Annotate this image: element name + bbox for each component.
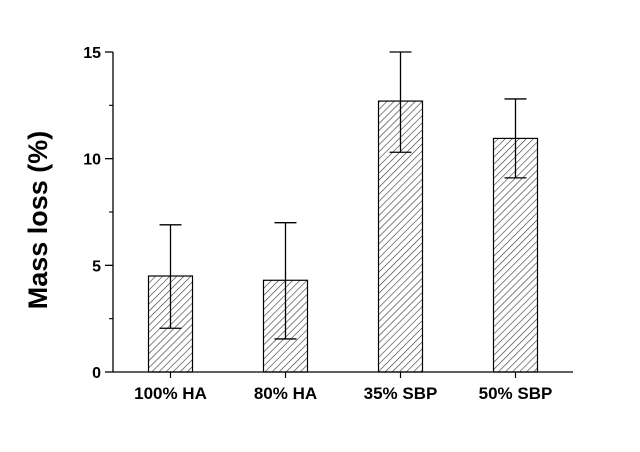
x-tick-label: 35% SBP	[364, 384, 438, 403]
error-bars-layer	[159, 51, 527, 340]
x-tick-label: 80% HA	[254, 384, 317, 403]
y-ticks: 0 5 10 15	[83, 45, 113, 382]
y-tick-label: 5	[92, 258, 101, 275]
y-tick-label: 0	[92, 365, 101, 382]
y-axis-title: Mass loss (%)	[23, 131, 53, 310]
x-tick-label: 100% HA	[134, 384, 207, 403]
x-tick-labels: 100% HA 80% HA 35% SBP 50% SBP	[134, 372, 552, 403]
bars-layer	[147, 100, 539, 373]
x-tick-label: 50% SBP	[479, 384, 553, 403]
y-tick-label: 15	[83, 45, 101, 62]
y-tick-label: 10	[83, 152, 101, 169]
